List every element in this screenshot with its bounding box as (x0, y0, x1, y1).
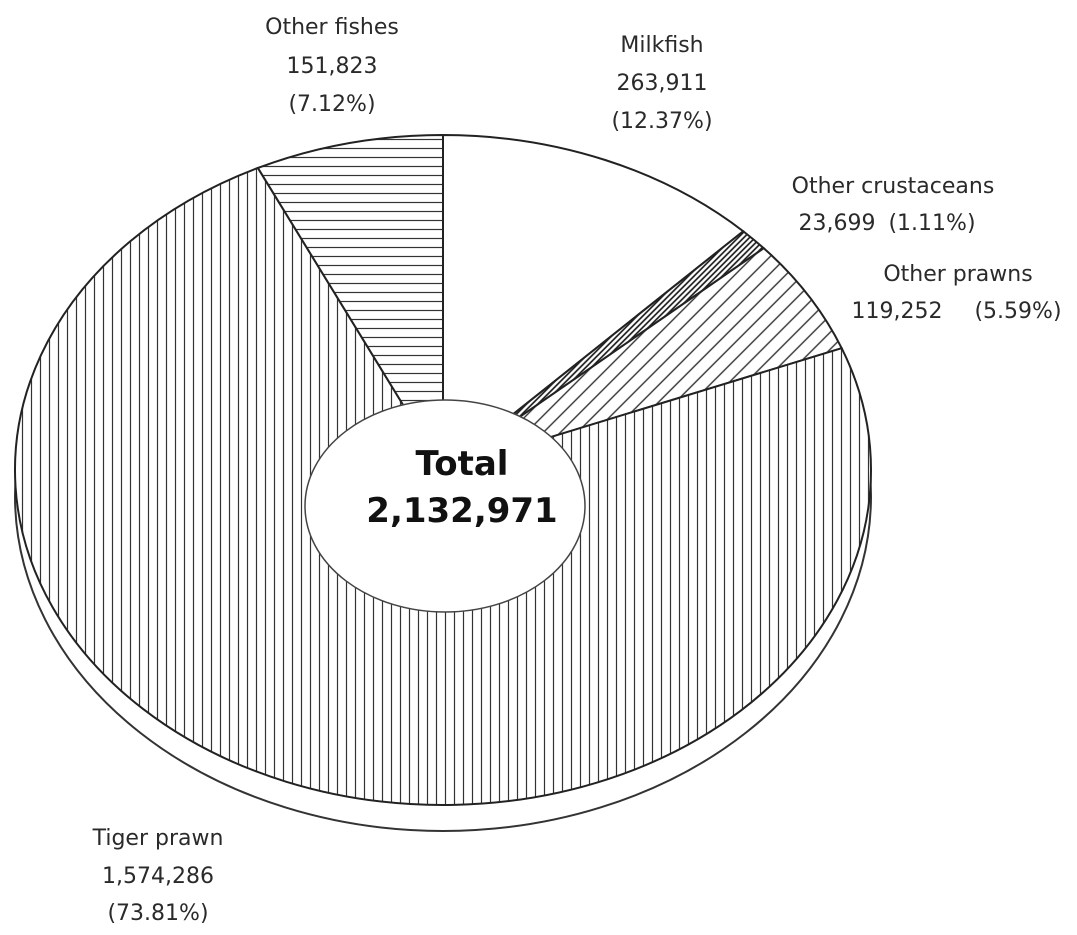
slice-label-other-fishes: Other fishes 151,823 (7.12%) (265, 15, 399, 117)
other-prawns-value: 119,252 (852, 299, 943, 324)
slice-label-other-prawns: Other prawns 119,252 (5.59%) (852, 262, 1062, 324)
milkfish-value: 263,911 (617, 71, 708, 96)
tiger-prawn-percent: (73.81%) (107, 901, 208, 926)
other-crustaceans-value: 23,699 (799, 211, 876, 236)
center-total-value: 2,132,971 (366, 491, 557, 531)
other-fishes-value: 151,823 (287, 54, 378, 79)
tiger-prawn-name: Tiger prawn (92, 826, 224, 851)
other-fishes-percent: (7.12%) (288, 92, 375, 117)
other-crustaceans-name: Other crustaceans (792, 174, 995, 199)
other-prawns-percent: (5.59%) (974, 299, 1061, 324)
pie-slice-other-prawns (442, 246, 844, 471)
other-crustaceans-percent: (1.11%) (888, 211, 975, 236)
center-total-label: Total (416, 444, 509, 484)
milkfish-name: Milkfish (620, 33, 703, 58)
other-fishes-name: Other fishes (265, 15, 399, 40)
milkfish-percent: (12.37%) (611, 109, 712, 134)
center-hole (304, 399, 586, 613)
slice-label-milkfish: Milkfish 263,911 (12.37%) (611, 33, 712, 134)
other-prawns-name: Other prawns (883, 262, 1032, 287)
pie-slice-milkfish (442, 133, 745, 473)
pie-slice-other-fishes (256, 133, 444, 474)
slice-label-other-crustaceans: Other crustaceans 23,699 (1.11%) (792, 174, 995, 236)
slice-label-tiger-prawn: Tiger prawn 1,574,286 (73.81%) (92, 826, 224, 926)
tiger-prawn-value: 1,574,286 (102, 864, 214, 889)
